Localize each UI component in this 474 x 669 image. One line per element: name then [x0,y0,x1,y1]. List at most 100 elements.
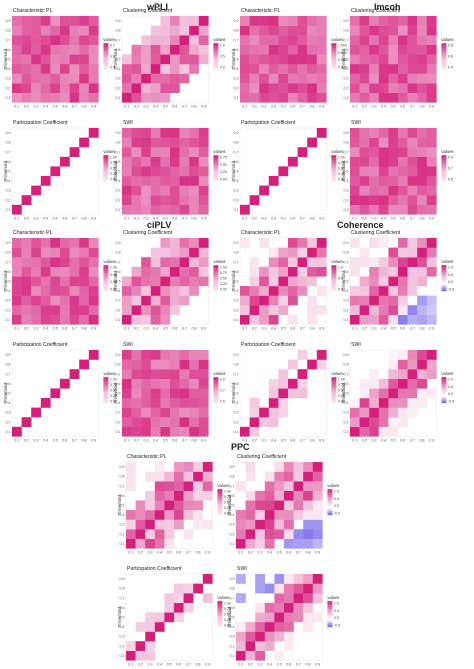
heatmap-cell [359,314,370,325]
heatmap-cell [288,92,298,103]
heatmap-cell [154,519,165,530]
y-tick-label: 0.8 [6,29,11,33]
heatmap-cell [198,417,209,427]
heatmap-cell [88,16,99,26]
y-tick-label: 0.2 [116,420,121,424]
heatmap-cell [398,407,408,418]
heatmap-cell [312,612,323,623]
legend-colorbar [217,601,223,628]
heatmap-cell [21,92,32,103]
heatmap-cell [164,510,175,520]
heatmap-cell [316,257,327,267]
heatmap-cell [278,276,289,287]
x-tick-label: 0.9 [315,550,320,554]
heatmap-cell [141,137,151,148]
heatmap-cell [359,407,370,418]
x-tick-label: 0.9 [319,104,324,108]
heatmap-cell [154,622,165,632]
y-tick-label: 0.3 [116,299,121,303]
heatmap-cell [297,147,308,157]
heatmap-cell [141,369,151,379]
heatmap-cell [407,156,418,167]
heatmap-cell [189,176,199,186]
heatmap-cell [160,247,171,258]
heatmap-cell [350,185,360,196]
heatmap-cell [268,276,279,287]
heatmap-cell [69,369,80,379]
heatmap-cell [141,266,151,277]
y-tick-label: 0.2 [230,644,235,648]
y-tick-label: 0.8 [116,363,121,367]
heatmap-cell [259,286,269,296]
heatmap-cell [170,147,180,157]
group-title-wpli: wPLI [147,2,169,12]
heatmap-cell [131,359,142,370]
heatmap-cell [131,276,142,287]
heatmap-cell [378,176,389,186]
heatmap-cell [88,25,99,36]
heatmap-cell [198,359,209,370]
legend-tick-label: 0.9 [448,156,453,160]
heatmap-cell [245,641,256,651]
x-tick-label: 0.6 [172,104,177,108]
heatmap-cell [179,276,190,287]
heatmap-cell [170,359,180,370]
heatmap-cell [170,176,180,186]
heatmap-cell [21,305,32,315]
heatmap-cell [141,378,151,389]
heatmap-cell [350,44,360,55]
heatmap-cell [69,54,80,65]
heatmap-cell [369,128,379,138]
x-tick-label: 0.8 [82,326,87,330]
legend-title: values [213,371,225,376]
heatmap-cell [278,295,289,306]
heatmap-cell [312,583,323,594]
y-tick-label: 0.8 [344,29,349,33]
heatmap-cell [170,378,180,389]
heatmap-cell [426,388,437,399]
y-tick-label: 0.5 [116,392,121,396]
y-tick-label: 0.3 [6,189,11,193]
legend-tick-label: 0.75 [224,607,231,611]
heatmap-cell [398,147,408,157]
heatmap-cell [407,266,418,277]
heatmap-cell [170,128,180,138]
x-tick-label: 0.9 [205,662,210,666]
heatmap-cell [141,35,151,45]
heatmap-cell [359,195,370,205]
heatmap-cell [417,128,427,138]
heatmap-cell [21,417,32,427]
legend-tick-label: 1.00 [110,266,117,270]
heatmap-cell [288,388,298,399]
heatmap-cell [378,92,389,103]
x-tick-label: 0.8 [310,438,315,442]
heatmap-cell [40,83,51,93]
heatmap-cell [278,266,289,277]
heatmap-cell [268,314,279,325]
heatmap-cell [236,510,246,520]
heatmap-cell [388,305,399,315]
heatmap-cell [426,295,437,306]
x-tick-label: 0.3 [262,438,267,442]
heatmap-cell [170,257,180,267]
heatmap-cell [417,359,427,370]
heatmap-cell [164,529,175,539]
x-tick-label: 0.6 [176,662,181,666]
y-tick-label: 0.1 [230,542,235,546]
heatmap-cell [50,247,61,258]
legend-tick-label: 0.9 [220,378,225,382]
heatmap-cell [359,156,370,167]
y-tick-label: 0.1 [234,430,239,434]
x-tick-label: 0.2 [134,216,139,220]
heatmap-cell [174,510,184,520]
heatmap-cell [264,602,275,613]
y-tick-label: 0.8 [230,475,235,479]
x-tick-label: 0.6 [290,216,295,220]
y-tick-label: 0.4 [234,289,239,293]
y-tick-label: 0.2 [234,308,239,312]
heatmap-cell [141,398,151,408]
heatmap-cell [359,64,370,74]
heatmap-panel: SWIThreshold0.10.10.20.20.30.30.40.40.50… [113,342,226,442]
x-tick-label: 0.6 [172,326,177,330]
y-tick-label: 0.4 [234,67,239,71]
